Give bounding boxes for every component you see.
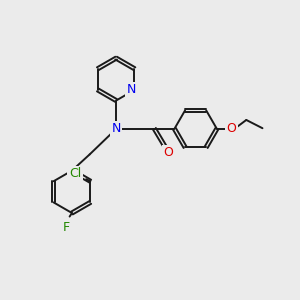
Text: O: O <box>164 146 173 159</box>
Text: F: F <box>62 221 70 234</box>
Text: O: O <box>226 122 236 135</box>
Text: Cl: Cl <box>69 167 81 180</box>
Text: N: N <box>112 122 121 135</box>
Text: N: N <box>126 83 136 96</box>
